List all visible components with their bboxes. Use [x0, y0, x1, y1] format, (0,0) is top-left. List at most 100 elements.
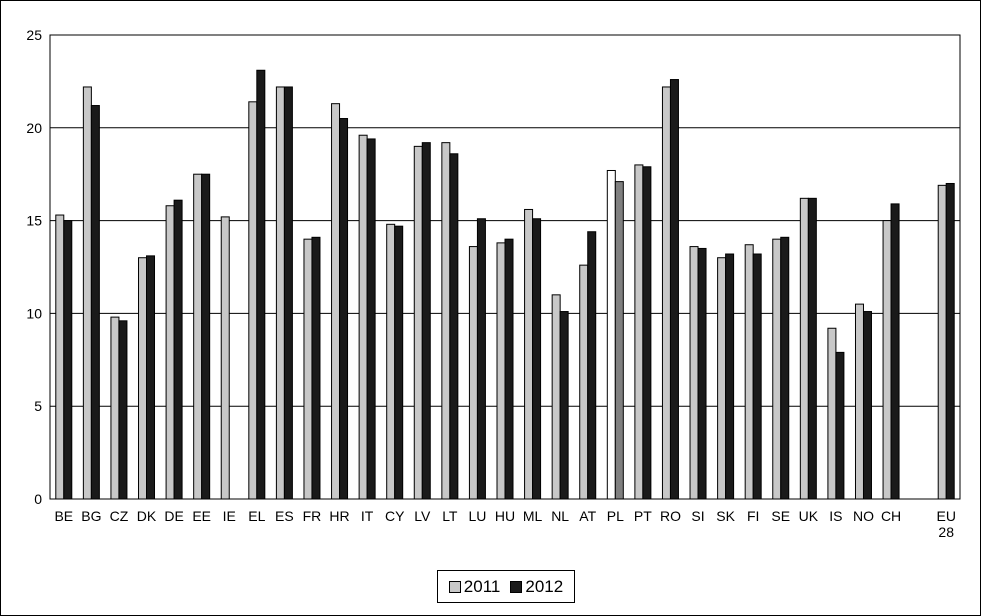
x-tick-label: PT [634, 508, 652, 524]
x-tick-label: FR [303, 508, 322, 524]
bar-2011-CH [882, 220, 892, 500]
legend-swatch-2011 [448, 580, 461, 593]
bar-2011-SK [717, 257, 727, 500]
bar-2012-HR [339, 118, 349, 500]
bar-2011-SI [689, 246, 699, 500]
bar-2011-DE [165, 205, 175, 500]
bar-2012-HU [504, 238, 514, 500]
bar-2011-IE [220, 216, 230, 500]
bar-2012-NO [862, 311, 872, 500]
bar-2012-BE [63, 220, 73, 500]
bar-2011-NL [551, 294, 561, 500]
x-tick-label: AT [579, 508, 596, 524]
x-tick-label: UK [799, 508, 819, 524]
x-tick-label: DE [164, 508, 183, 524]
y-tick-label: 10 [26, 305, 42, 321]
bar-2011-BG [82, 86, 92, 500]
bar-2012-ES [283, 86, 293, 500]
bar-2012-EL [256, 69, 266, 500]
x-tick-label: SK [716, 508, 735, 524]
bar-2011-LU [468, 246, 478, 500]
bar-2012-ML [532, 218, 542, 500]
bar-2011-HU [496, 242, 506, 500]
x-tick-label: DK [137, 508, 157, 524]
bar-2011-LV [413, 145, 423, 500]
x-tick-label: LU [468, 508, 486, 524]
bar-2011-AT [579, 264, 589, 500]
bar-2011-PT [634, 164, 644, 500]
bar-2011-SE [772, 238, 782, 500]
bar-2012-NL [559, 311, 569, 500]
bar-2011-DK [138, 257, 148, 500]
legend-label-2012: 2012 [525, 576, 564, 596]
bar-2012-PT [642, 166, 652, 500]
bar-2012-EE [201, 173, 211, 500]
legend: 2011 2012 [437, 570, 575, 603]
bar-2012-CY [394, 225, 404, 500]
x-tick-label: RO [660, 508, 681, 524]
bar-2011-EU 28 [937, 184, 947, 500]
y-tick-label: 25 [26, 27, 42, 43]
bar-2012-FI [752, 253, 762, 500]
x-tick-label: SI [691, 508, 704, 524]
bar-2012-CZ [118, 320, 128, 500]
bar-2012-SI [697, 247, 707, 500]
bar-2011-PL [606, 169, 616, 500]
bar-2011-FR [303, 238, 313, 500]
bar-2011-ES [275, 86, 285, 500]
y-tick-label: 20 [26, 120, 42, 136]
bar-2012-SK [725, 253, 735, 500]
x-tick-label: EL [248, 508, 265, 524]
bar-2012-PL [614, 181, 624, 500]
x-tick-label: NL [551, 508, 569, 524]
x-tick-label: PL [607, 508, 624, 524]
bar-2012-CH [890, 203, 900, 500]
bar-2011-HR [331, 103, 341, 500]
bar-2012-UK [807, 197, 817, 500]
x-tick-label: CY [385, 508, 405, 524]
bar-2011-RO [661, 86, 671, 500]
x-tick-label: FI [747, 508, 759, 524]
legend-label-2011: 2011 [463, 576, 501, 596]
x-tick-label: CH [881, 508, 901, 524]
x-tick-label: BE [54, 508, 73, 524]
bar-2011-EE [193, 173, 203, 500]
bar-2012-AT [587, 231, 597, 500]
bar-2012-IT [366, 138, 376, 500]
legend-item-2011: 2011 [448, 576, 501, 597]
bar-2011-BE [55, 214, 65, 500]
x-tick-label: IE [223, 508, 236, 524]
x-tick-label: HR [329, 508, 349, 524]
bar-2012-DE [173, 199, 183, 500]
x-tick-label: HU [495, 508, 515, 524]
x-tick-label: NO [853, 508, 874, 524]
bar-2011-ML [524, 208, 534, 500]
x-tick-label: IT [361, 508, 374, 524]
bar-2011-LT [441, 142, 451, 500]
x-tick-label: ML [523, 508, 543, 524]
bar-2012-LU [476, 218, 486, 500]
bar-2011-EL [248, 101, 258, 500]
bar-2011-IT [358, 134, 368, 500]
x-tick-label: EU [936, 508, 955, 524]
bar-2011-UK [799, 197, 809, 500]
x-tick-label: SE [771, 508, 790, 524]
bar-2012-IS [835, 351, 845, 500]
bar-2012-LT [449, 153, 459, 500]
x-tick-label: 28 [938, 524, 954, 540]
legend-swatch-2012 [510, 580, 523, 593]
x-tick-label: BG [81, 508, 101, 524]
bar-2011-NO [854, 303, 864, 500]
bar-2012-BG [90, 105, 100, 500]
x-tick-label: EE [192, 508, 211, 524]
x-tick-label: IS [829, 508, 842, 524]
bar-2012-EU 28 [945, 182, 955, 500]
bar-2011-IS [827, 327, 837, 500]
bar-2012-SE [780, 236, 790, 500]
legend-item-2012: 2012 [510, 577, 563, 597]
bar-2011-CZ [110, 316, 120, 500]
bar-2011-CY [386, 223, 396, 500]
x-tick-label: ES [275, 508, 294, 524]
bar-2012-FR [311, 236, 321, 500]
